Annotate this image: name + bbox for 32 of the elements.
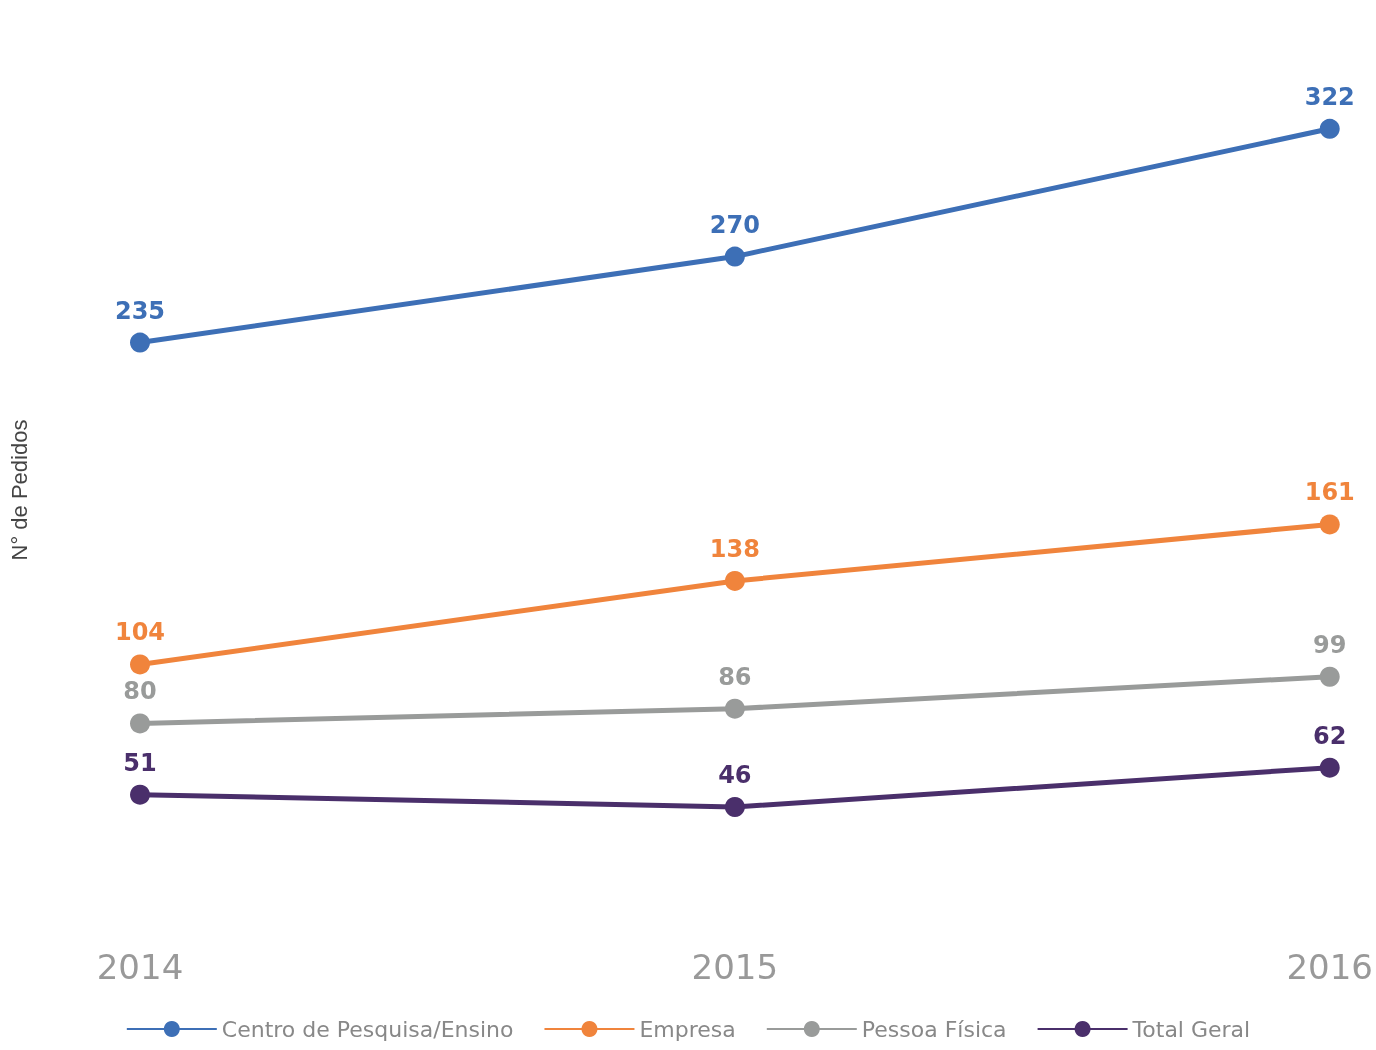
y-axis-title: N° de Pedidos [6,419,32,561]
x-tick-label: 2015 [691,947,779,987]
point [724,698,745,719]
data-label: 104 [114,618,166,647]
point [1319,757,1340,778]
data-label: 80 [123,677,157,706]
data-label: 51 [123,748,157,777]
data-label: 270 [709,210,760,239]
point [130,713,150,734]
point [724,246,745,267]
x-tick-label: 2016 [1286,947,1373,987]
data-label: 99 [1313,630,1347,659]
point [1319,514,1340,535]
point [724,796,745,817]
data-label: 86 [718,662,752,691]
point [1319,666,1340,687]
point [1319,118,1340,139]
data-label: 62 [1313,721,1347,750]
legend-label: Total Geral [1131,1016,1251,1042]
data-label: 235 [114,296,166,325]
data-label: 138 [709,534,760,563]
point [724,570,745,591]
point [130,784,150,805]
data-label: 46 [718,760,752,789]
data-label: 161 [1304,478,1355,507]
legend-label: Pessoa Física [861,1016,1007,1042]
point [130,332,150,353]
point [130,654,150,675]
legend-label: Centro de Pesquisa/Ensino [221,1016,514,1042]
data-label: 322 [1304,82,1355,111]
legend-label: Empresa [639,1016,736,1042]
x-tick-label: 2014 [96,947,184,987]
